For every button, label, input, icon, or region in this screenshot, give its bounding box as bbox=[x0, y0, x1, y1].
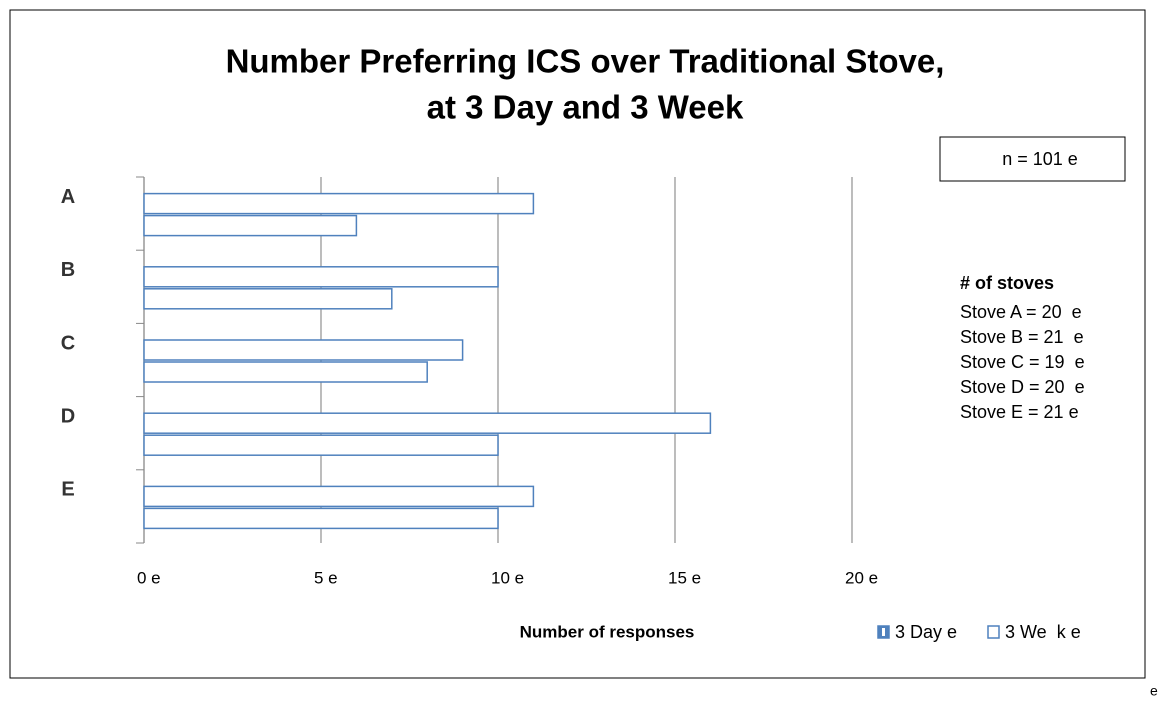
chart-frame bbox=[9, 9, 1146, 679]
note-box bbox=[939, 136, 1126, 182]
stove-count: Stove D = 20 e bbox=[960, 377, 1085, 397]
bar bbox=[143, 507, 499, 530]
bar bbox=[143, 412, 712, 434]
x-tick-label: 5 e bbox=[314, 568, 338, 587]
y-tick-label: E bbox=[61, 479, 74, 501]
y-tick-label: A bbox=[61, 186, 75, 208]
bar bbox=[143, 361, 428, 383]
bar bbox=[143, 434, 499, 456]
y-tick-label: D bbox=[61, 405, 75, 427]
legend-swatch-inner bbox=[882, 628, 885, 636]
note: n = 101 e bbox=[1002, 149, 1078, 169]
legend-label: 3 Day e bbox=[895, 622, 957, 642]
bar bbox=[143, 288, 393, 310]
chart-title: Number Preferring ICS over Traditional S… bbox=[226, 43, 945, 80]
y-tick-label: B bbox=[61, 259, 75, 281]
legend-swatch bbox=[987, 625, 1000, 639]
chart-title: at 3 Day and 3 Week bbox=[427, 89, 744, 126]
bar bbox=[143, 214, 358, 237]
legend-label: 3 We k e bbox=[1005, 622, 1081, 642]
stove-count: Stove E = 21 e bbox=[960, 402, 1079, 422]
x-tick-label: 0 e bbox=[137, 568, 161, 587]
stove-count: Stove B = 21 e bbox=[960, 327, 1084, 347]
bar bbox=[143, 192, 535, 215]
x-tick-label: 20 e bbox=[845, 568, 878, 587]
stoves-header: # of stoves bbox=[960, 273, 1054, 293]
y-tick-label: C bbox=[61, 332, 75, 354]
stove-count: Stove A = 20 e bbox=[960, 302, 1082, 322]
x-tick-label: 15 e bbox=[668, 568, 701, 587]
bar bbox=[143, 485, 535, 508]
corner-text: e bbox=[1150, 683, 1158, 699]
bar bbox=[143, 339, 464, 361]
x-axis-label: Number of responses bbox=[520, 622, 695, 641]
stove-count: Stove C = 19 e bbox=[960, 352, 1085, 372]
x-tick-label: 10 e bbox=[491, 568, 524, 587]
bar bbox=[143, 266, 499, 288]
